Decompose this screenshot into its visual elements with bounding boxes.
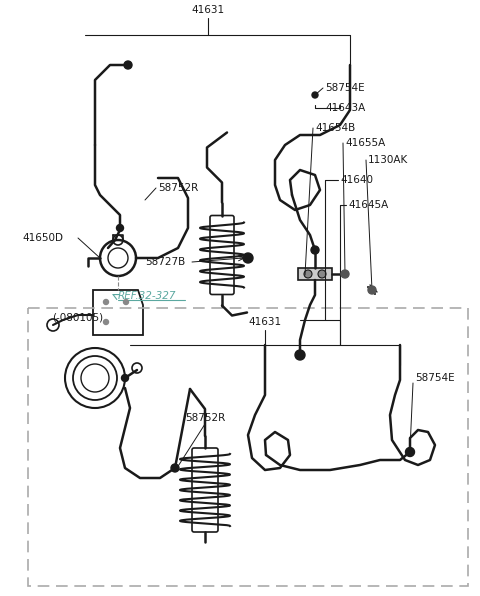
Circle shape — [123, 300, 129, 305]
Circle shape — [406, 448, 415, 457]
Circle shape — [117, 225, 123, 231]
Text: 41645A: 41645A — [348, 200, 388, 210]
Text: 58752R: 58752R — [185, 413, 225, 423]
Circle shape — [295, 350, 305, 360]
Bar — [28, 308, 468, 586]
Circle shape — [124, 61, 132, 69]
Circle shape — [121, 374, 129, 381]
Text: 41654B: 41654B — [315, 123, 355, 133]
Text: 1130AK: 1130AK — [368, 155, 408, 165]
Circle shape — [318, 270, 326, 278]
Text: 41643A: 41643A — [325, 103, 365, 113]
Circle shape — [104, 319, 108, 324]
Text: 58752R: 58752R — [158, 183, 198, 193]
Text: REF.32-327: REF.32-327 — [118, 291, 177, 301]
Polygon shape — [298, 268, 332, 280]
Circle shape — [243, 253, 253, 263]
Text: 58727B: 58727B — [145, 257, 185, 267]
Circle shape — [311, 246, 319, 254]
Circle shape — [104, 300, 108, 305]
Text: 58754E: 58754E — [415, 373, 455, 383]
Circle shape — [368, 286, 376, 294]
Text: (-080105): (-080105) — [52, 313, 103, 323]
Circle shape — [304, 270, 312, 278]
Circle shape — [171, 464, 179, 472]
Text: 41631: 41631 — [192, 5, 225, 15]
Text: 41631: 41631 — [249, 317, 282, 327]
Text: 41650D: 41650D — [22, 233, 63, 243]
Circle shape — [312, 92, 318, 98]
Text: 41640: 41640 — [340, 175, 373, 185]
Text: 58754E: 58754E — [325, 83, 365, 93]
Text: 41655A: 41655A — [345, 138, 385, 148]
Circle shape — [341, 270, 349, 278]
